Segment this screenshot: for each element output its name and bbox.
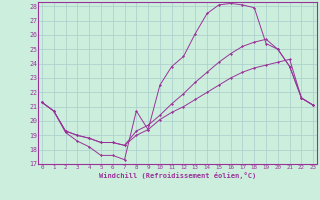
- X-axis label: Windchill (Refroidissement éolien,°C): Windchill (Refroidissement éolien,°C): [99, 172, 256, 179]
